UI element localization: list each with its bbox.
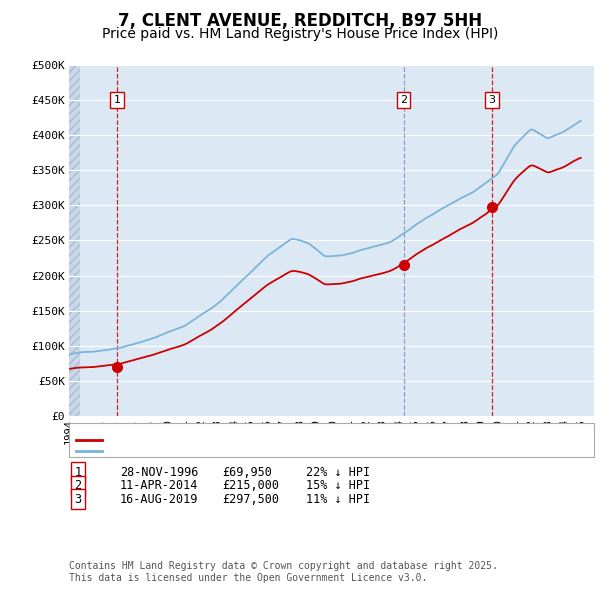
Text: 1: 1 xyxy=(113,95,121,105)
Text: 3: 3 xyxy=(74,493,82,506)
Text: 3: 3 xyxy=(488,95,496,105)
Text: 2: 2 xyxy=(400,95,407,105)
Text: 7, CLENT AVENUE, REDDITCH, B97 5HH (detached house): 7, CLENT AVENUE, REDDITCH, B97 5HH (deta… xyxy=(105,433,469,446)
Text: £297,500: £297,500 xyxy=(222,493,279,506)
Text: 11% ↓ HPI: 11% ↓ HPI xyxy=(306,493,370,506)
Text: 16-AUG-2019: 16-AUG-2019 xyxy=(120,493,199,506)
Text: £215,000: £215,000 xyxy=(222,479,279,492)
Text: Contains HM Land Registry data © Crown copyright and database right 2025.
This d: Contains HM Land Registry data © Crown c… xyxy=(69,561,498,583)
Text: 22% ↓ HPI: 22% ↓ HPI xyxy=(306,466,370,478)
Text: 1: 1 xyxy=(74,466,82,478)
Text: 15% ↓ HPI: 15% ↓ HPI xyxy=(306,479,370,492)
Text: 28-NOV-1996: 28-NOV-1996 xyxy=(120,466,199,478)
Text: 2: 2 xyxy=(74,479,82,492)
Text: £69,950: £69,950 xyxy=(222,466,272,478)
Text: Price paid vs. HM Land Registry's House Price Index (HPI): Price paid vs. HM Land Registry's House … xyxy=(102,27,498,41)
Text: HPI: Average price, detached house, Redditch: HPI: Average price, detached house, Redd… xyxy=(105,445,419,458)
Text: 11-APR-2014: 11-APR-2014 xyxy=(120,479,199,492)
Text: 7, CLENT AVENUE, REDDITCH, B97 5HH: 7, CLENT AVENUE, REDDITCH, B97 5HH xyxy=(118,12,482,30)
